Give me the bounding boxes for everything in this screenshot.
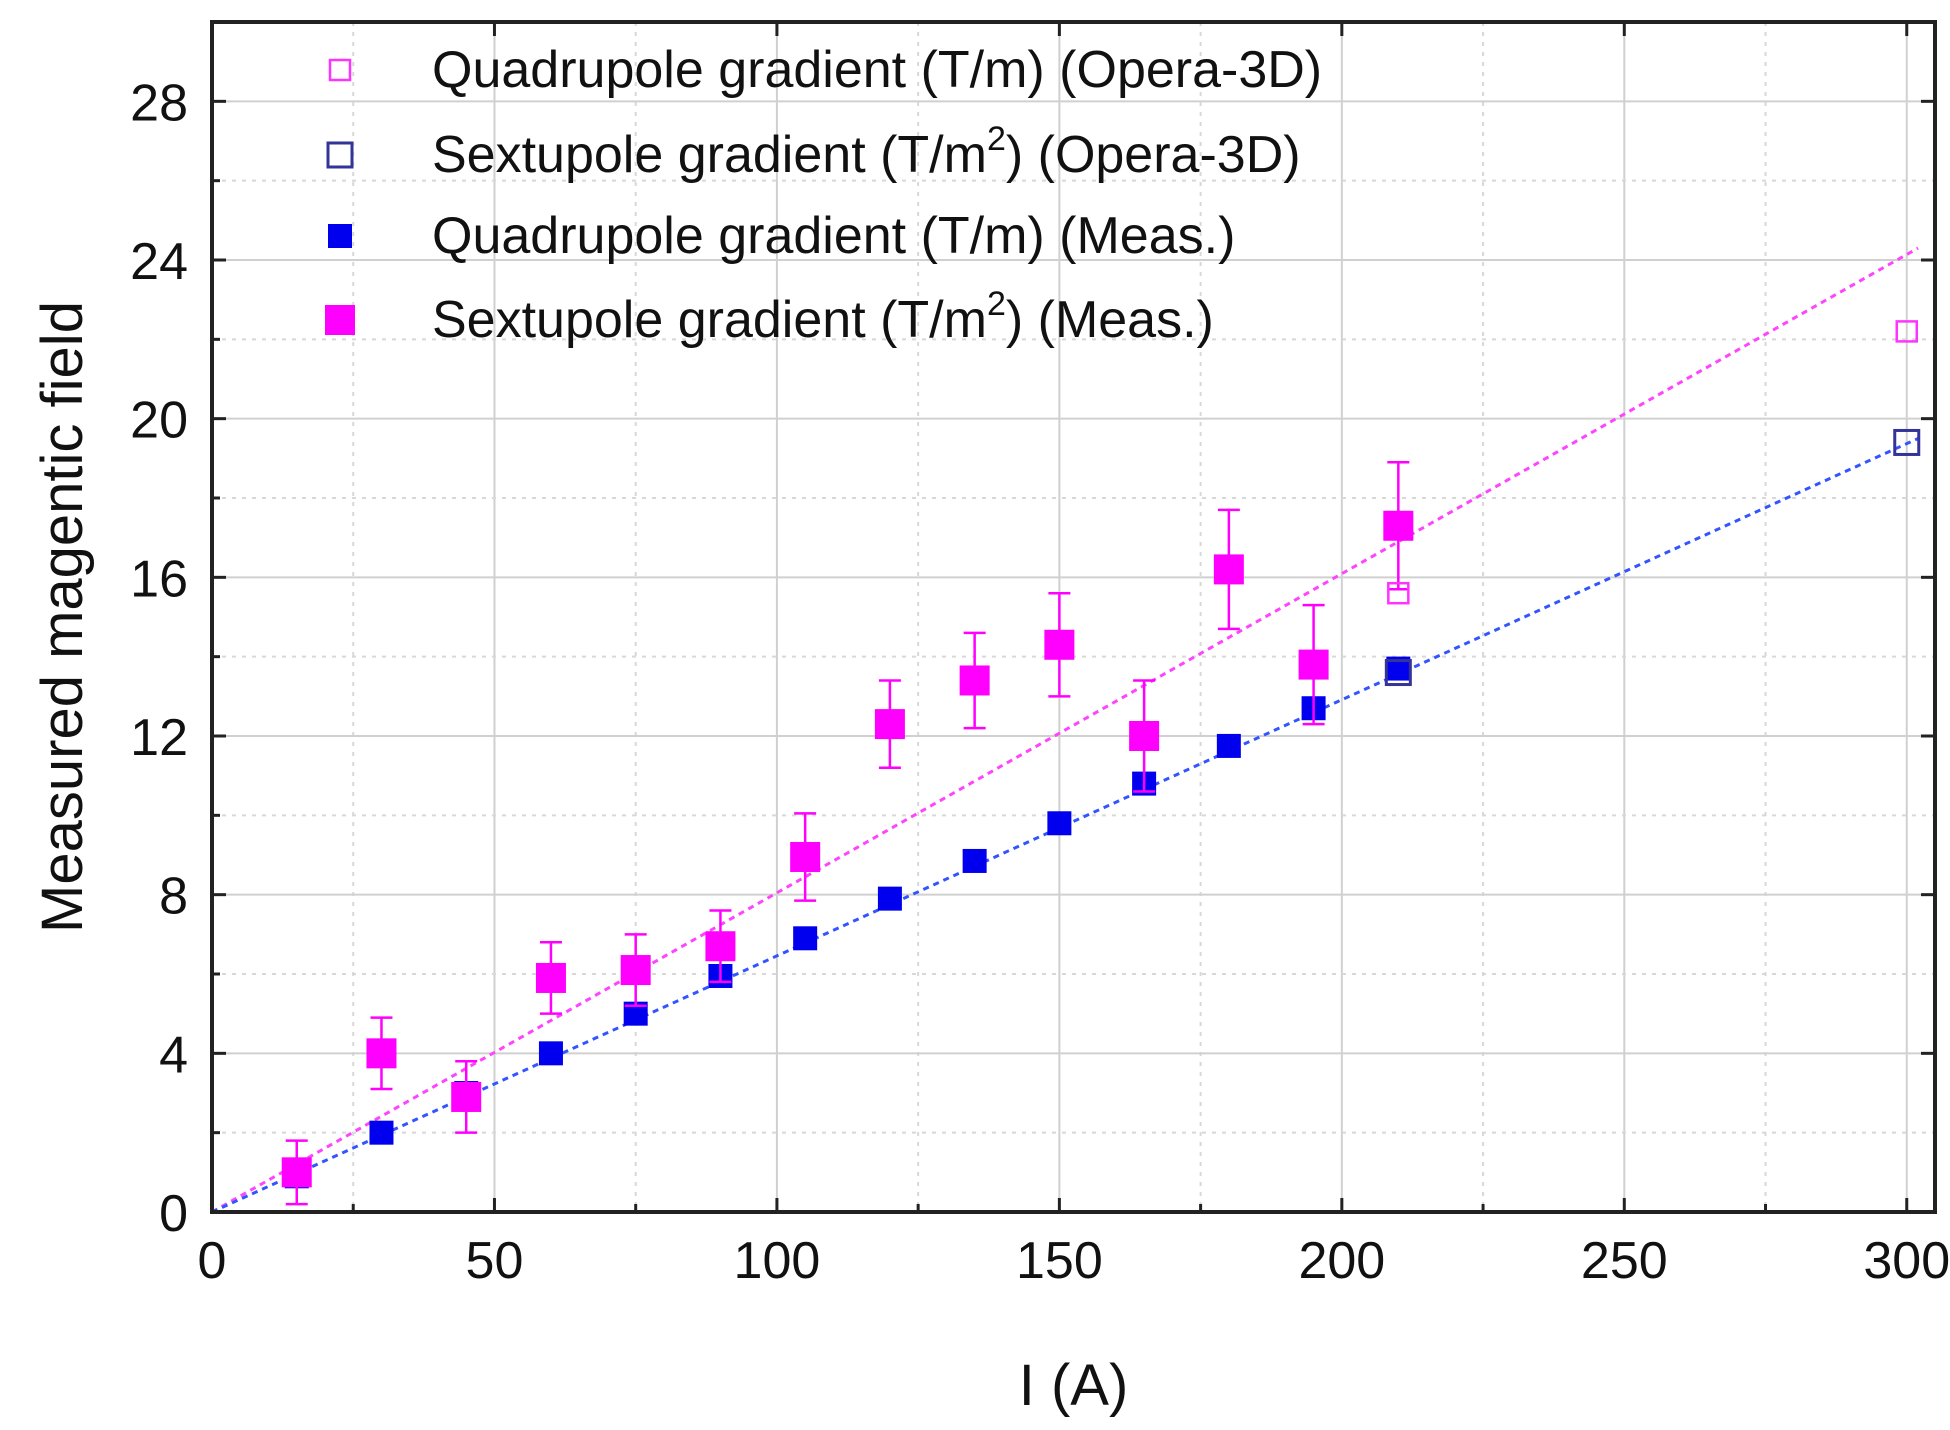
data-point	[1216, 733, 1241, 758]
y-tick-label: 4	[159, 1026, 188, 1084]
data-point	[1387, 581, 1410, 605]
x-tick-label: 200	[1298, 1232, 1385, 1290]
data-point	[1893, 428, 1921, 456]
data-point	[874, 709, 905, 740]
x-tick-label: 100	[734, 1232, 821, 1290]
y-tick-label: 24	[130, 233, 188, 291]
y-tick-label: 12	[130, 709, 188, 767]
x-axis-title: I (A)	[1019, 1353, 1129, 1418]
x-tick-label: 300	[1863, 1232, 1950, 1290]
x-tick-label: 0	[198, 1232, 227, 1290]
data-point	[1044, 629, 1075, 660]
x-tick-label: 250	[1581, 1232, 1668, 1290]
y-axis-title: Measured magentic field	[30, 301, 95, 933]
legend-label: Sextupole gradient (T/m2) (Opera-3D)	[432, 120, 1301, 184]
y-tick-label: 28	[130, 74, 188, 132]
legend-marker	[328, 224, 352, 248]
data-point	[366, 1038, 397, 1069]
legend-item: Quadrupole gradient (T/m) (Meas.)	[328, 207, 1235, 265]
y-tick-label: 8	[159, 868, 188, 926]
legend-label-part: Quadrupole gradient (T/m) (Meas.)	[432, 207, 1235, 265]
data-point	[877, 886, 902, 911]
y-tick-label: 20	[130, 392, 188, 450]
data-point	[959, 665, 990, 696]
legend-label: Quadrupole gradient (T/m) (Opera-3D)	[432, 41, 1322, 99]
y-tick-label: 16	[130, 550, 188, 608]
data-point	[705, 931, 736, 962]
data-point	[535, 962, 566, 993]
data-point	[369, 1120, 394, 1145]
plot-frame	[210, 20, 1937, 1214]
data-point	[790, 841, 821, 872]
legend-superscript: 2	[987, 120, 1006, 158]
axis-ticks: 0 50 100 150 200 250 300 0 4 8 12 16 20 24 28	[130, 22, 1950, 1290]
legend-label: Sextupole gradient (T/m2) (Meas.)	[432, 285, 1214, 349]
legend-item: Quadrupole gradient (T/m) (Opera-3D)	[328, 41, 1322, 99]
legend-label-part: ) (Opera-3D)	[1006, 126, 1301, 184]
legend-item: Sextupole gradient (T/m2) (Meas.)	[325, 285, 1214, 349]
legend-label-part: Quadrupole gradient (T/m) (Opera-3D)	[432, 41, 1322, 99]
data-point	[1895, 320, 1919, 343]
data-point	[793, 926, 818, 951]
data-point	[1047, 811, 1072, 836]
fit-line	[211, 246, 1919, 1214]
data-point	[1213, 554, 1244, 585]
data-point	[1298, 649, 1329, 680]
legend-marker	[326, 141, 354, 169]
legend-marker	[325, 305, 355, 335]
legend-label-part: Sextupole gradient (T/m	[432, 126, 987, 184]
data-point	[281, 1157, 312, 1188]
y-tick-label: 0	[159, 1185, 188, 1243]
data-point	[1383, 510, 1414, 541]
data-point	[538, 1041, 563, 1066]
legend-label-part: Sextupole gradient (T/m	[432, 291, 987, 349]
data-point	[962, 848, 987, 873]
data-points	[281, 320, 1921, 1206]
legend-item: Sextupole gradient (T/m2) (Opera-3D)	[326, 120, 1301, 184]
x-tick-label: 150	[1016, 1232, 1103, 1290]
legend-label: Quadrupole gradient (T/m) (Meas.)	[432, 207, 1235, 265]
legend-superscript: 2	[987, 285, 1006, 323]
x-tick-label: 50	[466, 1232, 524, 1290]
legend-marker	[328, 58, 352, 82]
data-point	[620, 955, 651, 986]
legend-label-part: ) (Meas.)	[1006, 291, 1214, 349]
legend: Quadrupole gradient (T/m) (Opera-3D) Sext…	[325, 41, 1322, 349]
data-point	[451, 1081, 482, 1112]
data-point	[1129, 721, 1160, 751]
data-point	[1384, 659, 1412, 687]
